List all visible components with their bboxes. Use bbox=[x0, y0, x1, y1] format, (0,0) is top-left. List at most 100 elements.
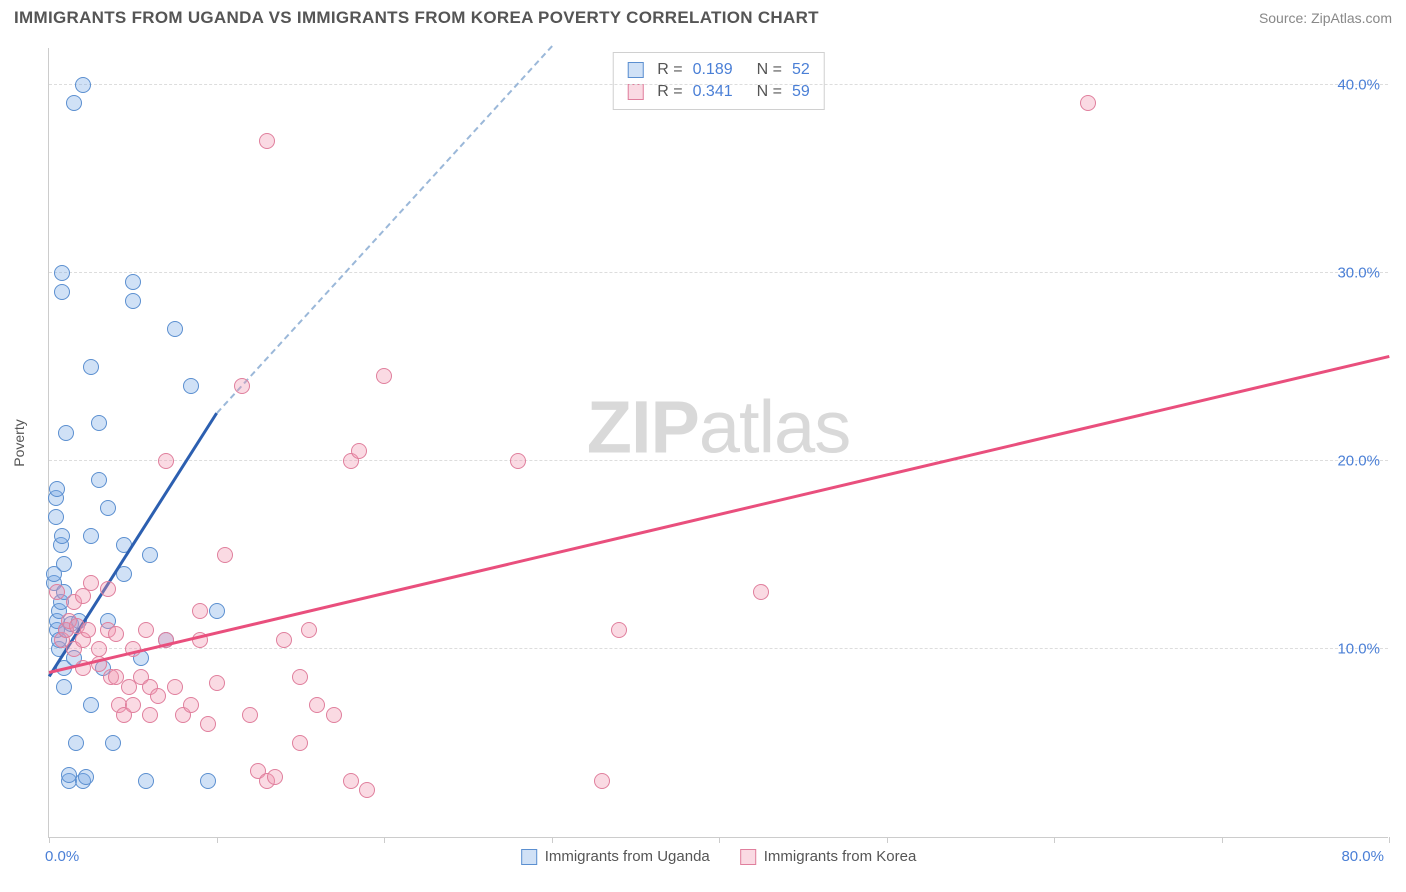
data-point bbox=[138, 773, 154, 789]
y-axis-title: Poverty bbox=[11, 419, 27, 466]
data-point bbox=[75, 77, 91, 93]
trend-line bbox=[49, 355, 1390, 673]
data-point bbox=[183, 697, 199, 713]
data-point bbox=[259, 133, 275, 149]
data-point bbox=[200, 716, 216, 732]
legend-label: Immigrants from Uganda bbox=[545, 848, 710, 865]
data-point bbox=[209, 603, 225, 619]
data-point bbox=[100, 500, 116, 516]
data-point bbox=[326, 707, 342, 723]
x-axis-max-label: 80.0% bbox=[1341, 848, 1384, 865]
data-point bbox=[83, 359, 99, 375]
data-point bbox=[594, 773, 610, 789]
data-point bbox=[192, 603, 208, 619]
watermark: ZIPatlas bbox=[587, 384, 850, 469]
data-point bbox=[242, 707, 258, 723]
data-point bbox=[66, 95, 82, 111]
stats-r-label: R = bbox=[657, 61, 682, 79]
data-point bbox=[105, 735, 121, 751]
source-text: Source: ZipAtlas.com bbox=[1259, 10, 1392, 26]
gridline bbox=[49, 460, 1388, 461]
y-tick-label: 20.0% bbox=[1337, 452, 1380, 469]
data-point bbox=[267, 769, 283, 785]
data-point bbox=[510, 453, 526, 469]
stats-r-value: 0.189 bbox=[693, 61, 733, 79]
data-point bbox=[200, 773, 216, 789]
data-point bbox=[83, 528, 99, 544]
data-point bbox=[91, 472, 107, 488]
data-point bbox=[217, 547, 233, 563]
watermark-light: atlas bbox=[699, 385, 850, 468]
x-tick bbox=[384, 837, 385, 843]
stats-n-label: N = bbox=[757, 83, 782, 101]
stats-legend-box: R = 0.189 N = 52 R = 0.341 N = 59 bbox=[612, 52, 825, 110]
data-point bbox=[292, 669, 308, 685]
watermark-bold: ZIP bbox=[587, 385, 699, 468]
legend-swatch bbox=[740, 849, 756, 865]
data-point bbox=[292, 735, 308, 751]
data-point bbox=[753, 584, 769, 600]
y-tick-label: 10.0% bbox=[1337, 640, 1380, 657]
x-tick bbox=[217, 837, 218, 843]
data-point bbox=[376, 368, 392, 384]
x-tick bbox=[1222, 837, 1223, 843]
data-point bbox=[125, 293, 141, 309]
data-point bbox=[125, 697, 141, 713]
data-point bbox=[108, 626, 124, 642]
data-point bbox=[1080, 95, 1096, 111]
legend-swatch bbox=[627, 84, 643, 100]
stats-r-label: R = bbox=[657, 83, 682, 101]
stats-row: R = 0.189 N = 52 bbox=[627, 59, 810, 81]
x-tick bbox=[1054, 837, 1055, 843]
legend-item: Immigrants from Uganda bbox=[521, 848, 710, 865]
data-point bbox=[56, 679, 72, 695]
y-tick-label: 30.0% bbox=[1337, 264, 1380, 281]
data-point bbox=[359, 782, 375, 798]
x-tick bbox=[552, 837, 553, 843]
data-point bbox=[83, 575, 99, 591]
data-point bbox=[183, 378, 199, 394]
data-point bbox=[611, 622, 627, 638]
x-tick bbox=[719, 837, 720, 843]
x-axis-min-label: 0.0% bbox=[45, 848, 79, 865]
bottom-legend: Immigrants from Uganda Immigrants from Ko… bbox=[521, 848, 917, 865]
legend-item: Immigrants from Korea bbox=[740, 848, 917, 865]
data-point bbox=[58, 425, 74, 441]
data-point bbox=[209, 675, 225, 691]
data-point bbox=[343, 773, 359, 789]
chart-title: IMMIGRANTS FROM UGANDA VS IMMIGRANTS FRO… bbox=[14, 8, 819, 28]
y-tick-label: 40.0% bbox=[1337, 76, 1380, 93]
data-point bbox=[54, 284, 70, 300]
stats-r-value: 0.341 bbox=[693, 83, 733, 101]
data-point bbox=[80, 622, 96, 638]
data-point bbox=[100, 581, 116, 597]
gridline bbox=[49, 272, 1388, 273]
data-point bbox=[351, 443, 367, 459]
data-point bbox=[142, 547, 158, 563]
data-point bbox=[54, 265, 70, 281]
data-point bbox=[56, 556, 72, 572]
trend-line-dashed bbox=[216, 45, 552, 413]
data-point bbox=[234, 378, 250, 394]
data-point bbox=[83, 697, 99, 713]
data-point bbox=[142, 707, 158, 723]
data-point bbox=[68, 735, 84, 751]
data-point bbox=[167, 321, 183, 337]
data-point bbox=[49, 584, 65, 600]
x-tick bbox=[887, 837, 888, 843]
stats-n-value: 52 bbox=[792, 61, 810, 79]
x-tick bbox=[1389, 837, 1390, 843]
legend-swatch bbox=[627, 62, 643, 78]
data-point bbox=[309, 697, 325, 713]
stats-n-label: N = bbox=[757, 61, 782, 79]
data-point bbox=[78, 769, 94, 785]
gridline bbox=[49, 648, 1388, 649]
data-point bbox=[91, 415, 107, 431]
data-point bbox=[167, 679, 183, 695]
stats-n-value: 59 bbox=[792, 83, 810, 101]
data-point bbox=[49, 481, 65, 497]
data-point bbox=[276, 632, 292, 648]
data-point bbox=[54, 528, 70, 544]
data-point bbox=[125, 274, 141, 290]
data-point bbox=[48, 509, 64, 525]
